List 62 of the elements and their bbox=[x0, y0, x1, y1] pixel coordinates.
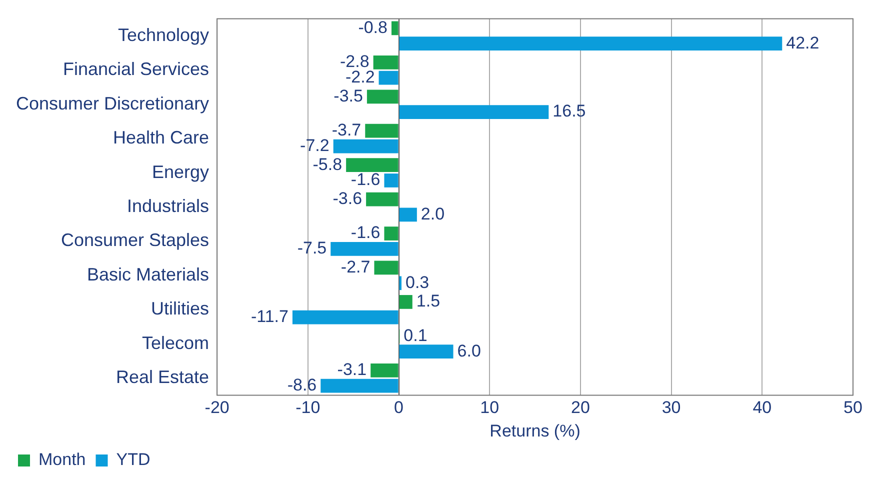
bar bbox=[292, 310, 398, 324]
data-label: 42.2 bbox=[786, 33, 820, 52]
bar bbox=[373, 56, 398, 70]
data-label: -7.2 bbox=[300, 136, 330, 155]
data-label: 16.5 bbox=[552, 102, 586, 121]
bar bbox=[370, 363, 398, 378]
legend-label: YTD bbox=[116, 450, 150, 470]
x-tick-label: 50 bbox=[844, 398, 862, 418]
x-tick-label: 20 bbox=[570, 398, 590, 418]
y-tick-label: Real Estate bbox=[116, 367, 210, 388]
x-axis-title: Returns (%) bbox=[490, 421, 580, 440]
data-label: 0.3 bbox=[405, 272, 430, 292]
data-label: -3.1 bbox=[337, 360, 367, 380]
x-tick-label: -10 bbox=[296, 398, 320, 418]
y-tick-label: Health Care bbox=[113, 128, 210, 148]
bar bbox=[378, 70, 398, 85]
data-label: -0.8 bbox=[358, 18, 388, 37]
y-tick-label: Consumer Discretionary bbox=[16, 93, 210, 114]
y-tick-label: Telecom bbox=[142, 332, 210, 353]
y-tick-label: Industrials bbox=[127, 196, 210, 216]
data-label: -2.7 bbox=[340, 257, 370, 276]
data-label: -5.8 bbox=[312, 154, 342, 174]
data-label: -11.7 bbox=[250, 307, 288, 326]
data-label: -1.6 bbox=[350, 170, 380, 190]
bar bbox=[384, 174, 398, 188]
bar bbox=[399, 208, 417, 222]
data-label: -3.5 bbox=[334, 86, 363, 106]
x-tick-label: 40 bbox=[752, 398, 772, 418]
x-tick-label: 0 bbox=[394, 398, 404, 418]
bar bbox=[366, 90, 398, 104]
bar bbox=[346, 158, 398, 172]
data-label: -3.7 bbox=[332, 120, 362, 140]
bar bbox=[330, 242, 398, 256]
y-tick-label: Financial Services bbox=[63, 59, 210, 80]
bar bbox=[391, 21, 398, 36]
bar bbox=[399, 295, 412, 309]
x-tick-label: 30 bbox=[662, 398, 681, 418]
data-label: -1.6 bbox=[350, 223, 380, 242]
y-tick-label: Utilities bbox=[151, 298, 210, 319]
bar bbox=[399, 105, 549, 119]
bar bbox=[366, 192, 398, 206]
data-label: 6.0 bbox=[457, 341, 481, 360]
bar bbox=[384, 226, 398, 240]
legend-label: Month bbox=[38, 450, 86, 470]
x-tick-label: -20 bbox=[204, 398, 230, 418]
data-label: 2.0 bbox=[420, 204, 445, 224]
bar bbox=[399, 344, 454, 358]
y-tick-label: Energy bbox=[152, 162, 210, 182]
bar bbox=[333, 139, 398, 154]
y-tick-label: Consumer Staples bbox=[60, 230, 210, 250]
data-label: -7.5 bbox=[297, 238, 327, 258]
y-tick-label: Basic Materials bbox=[87, 264, 210, 284]
data-label: 0.1 bbox=[404, 326, 428, 345]
bar bbox=[399, 36, 782, 51]
data-label: 1.5 bbox=[416, 292, 440, 311]
bar bbox=[365, 124, 398, 138]
bar bbox=[374, 260, 398, 275]
y-tick-label: Technology bbox=[118, 24, 210, 45]
data-label: -3.6 bbox=[332, 188, 362, 208]
data-label: -8.6 bbox=[287, 375, 317, 394]
bar bbox=[320, 378, 398, 393]
x-tick-label: 10 bbox=[480, 398, 500, 418]
